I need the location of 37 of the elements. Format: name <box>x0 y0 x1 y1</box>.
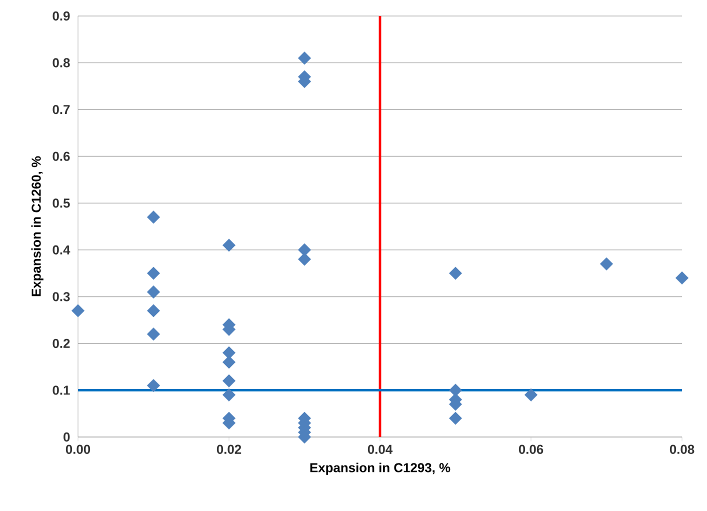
x-tick-label: 0.06 <box>518 444 544 454</box>
point <box>298 252 312 266</box>
point <box>222 356 236 369</box>
y-tick-label: 0.1 <box>52 386 70 395</box>
point <box>71 304 85 318</box>
point <box>222 346 236 360</box>
point <box>222 374 236 388</box>
point <box>448 384 462 397</box>
y-tick-label: 0.3 <box>52 292 70 302</box>
point <box>222 238 236 252</box>
point <box>146 328 160 341</box>
point <box>146 379 160 392</box>
point <box>600 257 614 270</box>
point <box>298 52 312 65</box>
point <box>146 285 160 299</box>
point <box>675 271 689 284</box>
y-tick-label: 0.6 <box>52 152 70 161</box>
y-tick-label: 0.2 <box>52 338 70 348</box>
x-axis-title: Expansion in C1293, % <box>310 462 450 475</box>
point <box>146 266 160 280</box>
y-tick-label: 0.7 <box>52 104 70 114</box>
point <box>448 412 462 425</box>
y-tick-label: 0.4 <box>52 245 70 254</box>
point <box>448 266 462 280</box>
point <box>146 304 160 318</box>
point <box>524 388 538 402</box>
y-axis-title: Expansion in C1260, % <box>31 156 44 296</box>
point <box>146 210 160 224</box>
x-tick-label: 0.04 <box>368 444 393 454</box>
y-tick-label: 0.8 <box>52 58 70 68</box>
x-tick-label: 0.00 <box>66 444 90 454</box>
x-tick-label: 0.02 <box>216 444 242 454</box>
y-tick-label: 0 <box>64 432 70 442</box>
x-tick-label: 0.08 <box>670 444 694 454</box>
y-tick-label: 0.9 <box>52 11 70 21</box>
point <box>222 388 236 402</box>
y-tick-label: 0.5 <box>52 198 70 208</box>
